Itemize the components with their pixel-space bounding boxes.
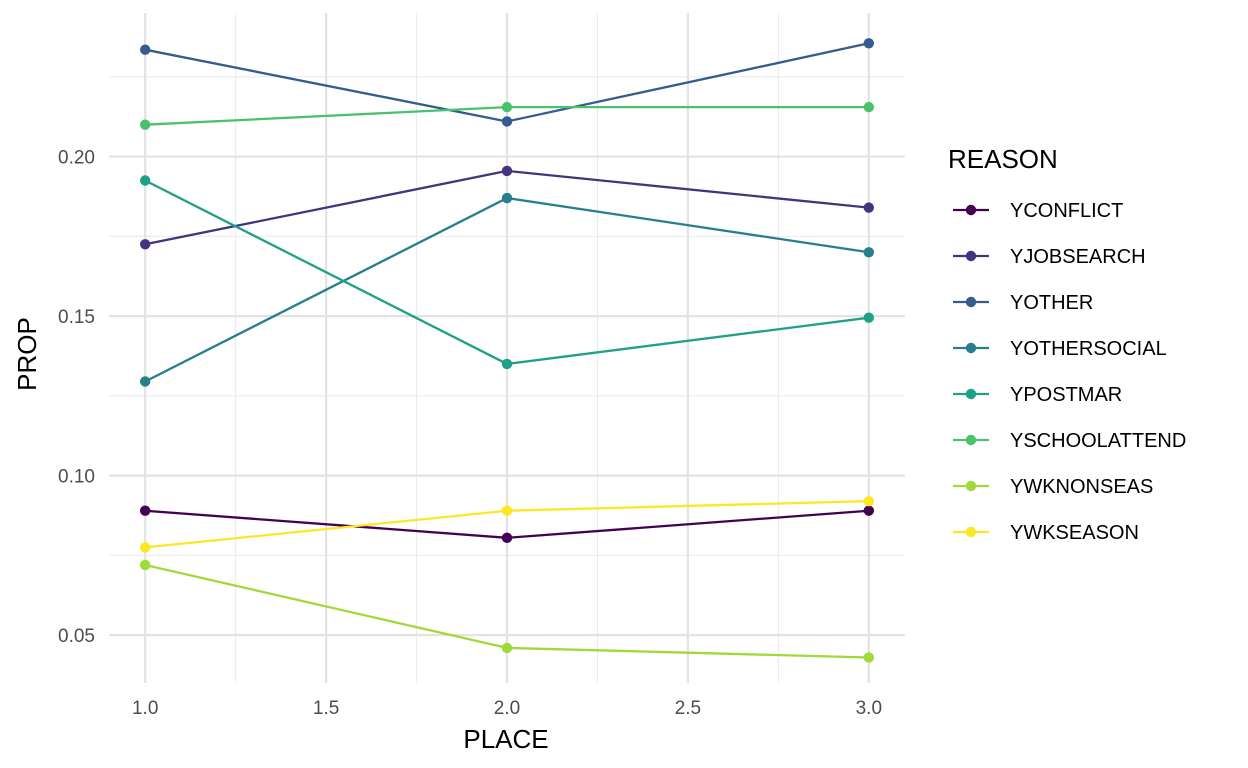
legend-item: YWKSEASON [953,522,1139,544]
legend-item: YPOSTMAR [953,384,1122,406]
x-tick-label: 1.5 [313,698,339,719]
legend-key-point [965,342,977,354]
y-axis-title: PROP [12,317,42,391]
x-tick-label: 3.0 [856,698,882,719]
series-yothersocial [139,192,875,387]
y-tick-label: 0.15 [58,307,95,328]
legend-key-point [965,434,977,446]
data-point [863,101,875,113]
data-point [501,358,513,370]
y-tick-label: 0.05 [58,626,95,647]
data-point [863,495,875,507]
legend-key-point [965,296,977,308]
legend-label: YCONFLICT [1010,200,1123,222]
x-tick-label: 1.0 [132,698,158,719]
series-ypostmar [139,175,875,370]
legend-label: YSCHOOLATTEND [1010,430,1186,452]
data-point [139,559,151,571]
series-ywknonseas [139,559,875,663]
legend-key-point [965,480,977,492]
data-point [501,532,513,544]
data-point [501,101,513,113]
legend-item: YOTHER [953,292,1093,314]
data-point [501,505,513,516]
data-point [139,44,151,55]
data-point [139,239,151,250]
series-yother [139,38,875,127]
series-ywkseason [139,495,875,553]
data-point [501,192,513,204]
y-tick-label: 0.20 [58,148,95,169]
data-point [863,652,875,663]
data-point [863,247,875,258]
legend-key-point [965,526,977,538]
legend-items: YCONFLICT YJOBSEARCH YOTHER YOTHERSOCIAL YPO… [953,200,1186,544]
series-yschoolattend [139,101,875,130]
data-point [863,505,875,516]
data-point [501,642,513,654]
legend-item: YCONFLICT [953,200,1123,222]
legend-item: YJOBSEARCH [953,246,1146,268]
legend-label: YJOBSEARCH [1010,246,1146,268]
legend-title: REASON [948,144,1058,174]
series-layer [139,38,875,663]
legend-label: YPOSTMAR [1010,384,1122,406]
data-point [139,542,151,553]
x-tick-label: 2.5 [675,698,701,719]
data-point [863,202,875,213]
data-point [139,505,151,516]
y-tick-label: 0.10 [58,467,95,488]
legend-label: YWKSEASON [1010,522,1139,544]
legend-key-point [965,388,977,400]
data-point [139,119,151,130]
x-axis-title: PLACE [463,724,548,754]
data-point [863,38,875,49]
data-point [139,376,151,387]
data-point [501,116,513,127]
series-yconflict [139,505,875,544]
legend-item: YOTHERSOCIAL [953,338,1167,360]
legend-label: YWKNONSEAS [1010,476,1153,498]
legend-label: YOTHER [1010,292,1093,314]
grid-layer [109,13,905,683]
x-tick-label: 2.0 [494,698,520,719]
legend-key-point [965,250,977,262]
legend-label: YOTHERSOCIAL [1010,338,1167,360]
legend: REASON YCONFLICT YJOBSEARCH YOTHER YOTHERSO… [948,144,1186,544]
legend-key-point [965,204,977,216]
series-yjobsearch [139,165,875,250]
data-point [863,312,875,323]
legend-item: YWKNONSEAS [953,476,1153,498]
tick-layer: 1.0 1.5 2.0 2.5 3.0 0.05 0.10 0.15 0.20 [58,148,882,719]
data-point [139,175,151,186]
data-point [501,165,513,177]
legend-item: YSCHOOLATTEND [953,430,1186,452]
